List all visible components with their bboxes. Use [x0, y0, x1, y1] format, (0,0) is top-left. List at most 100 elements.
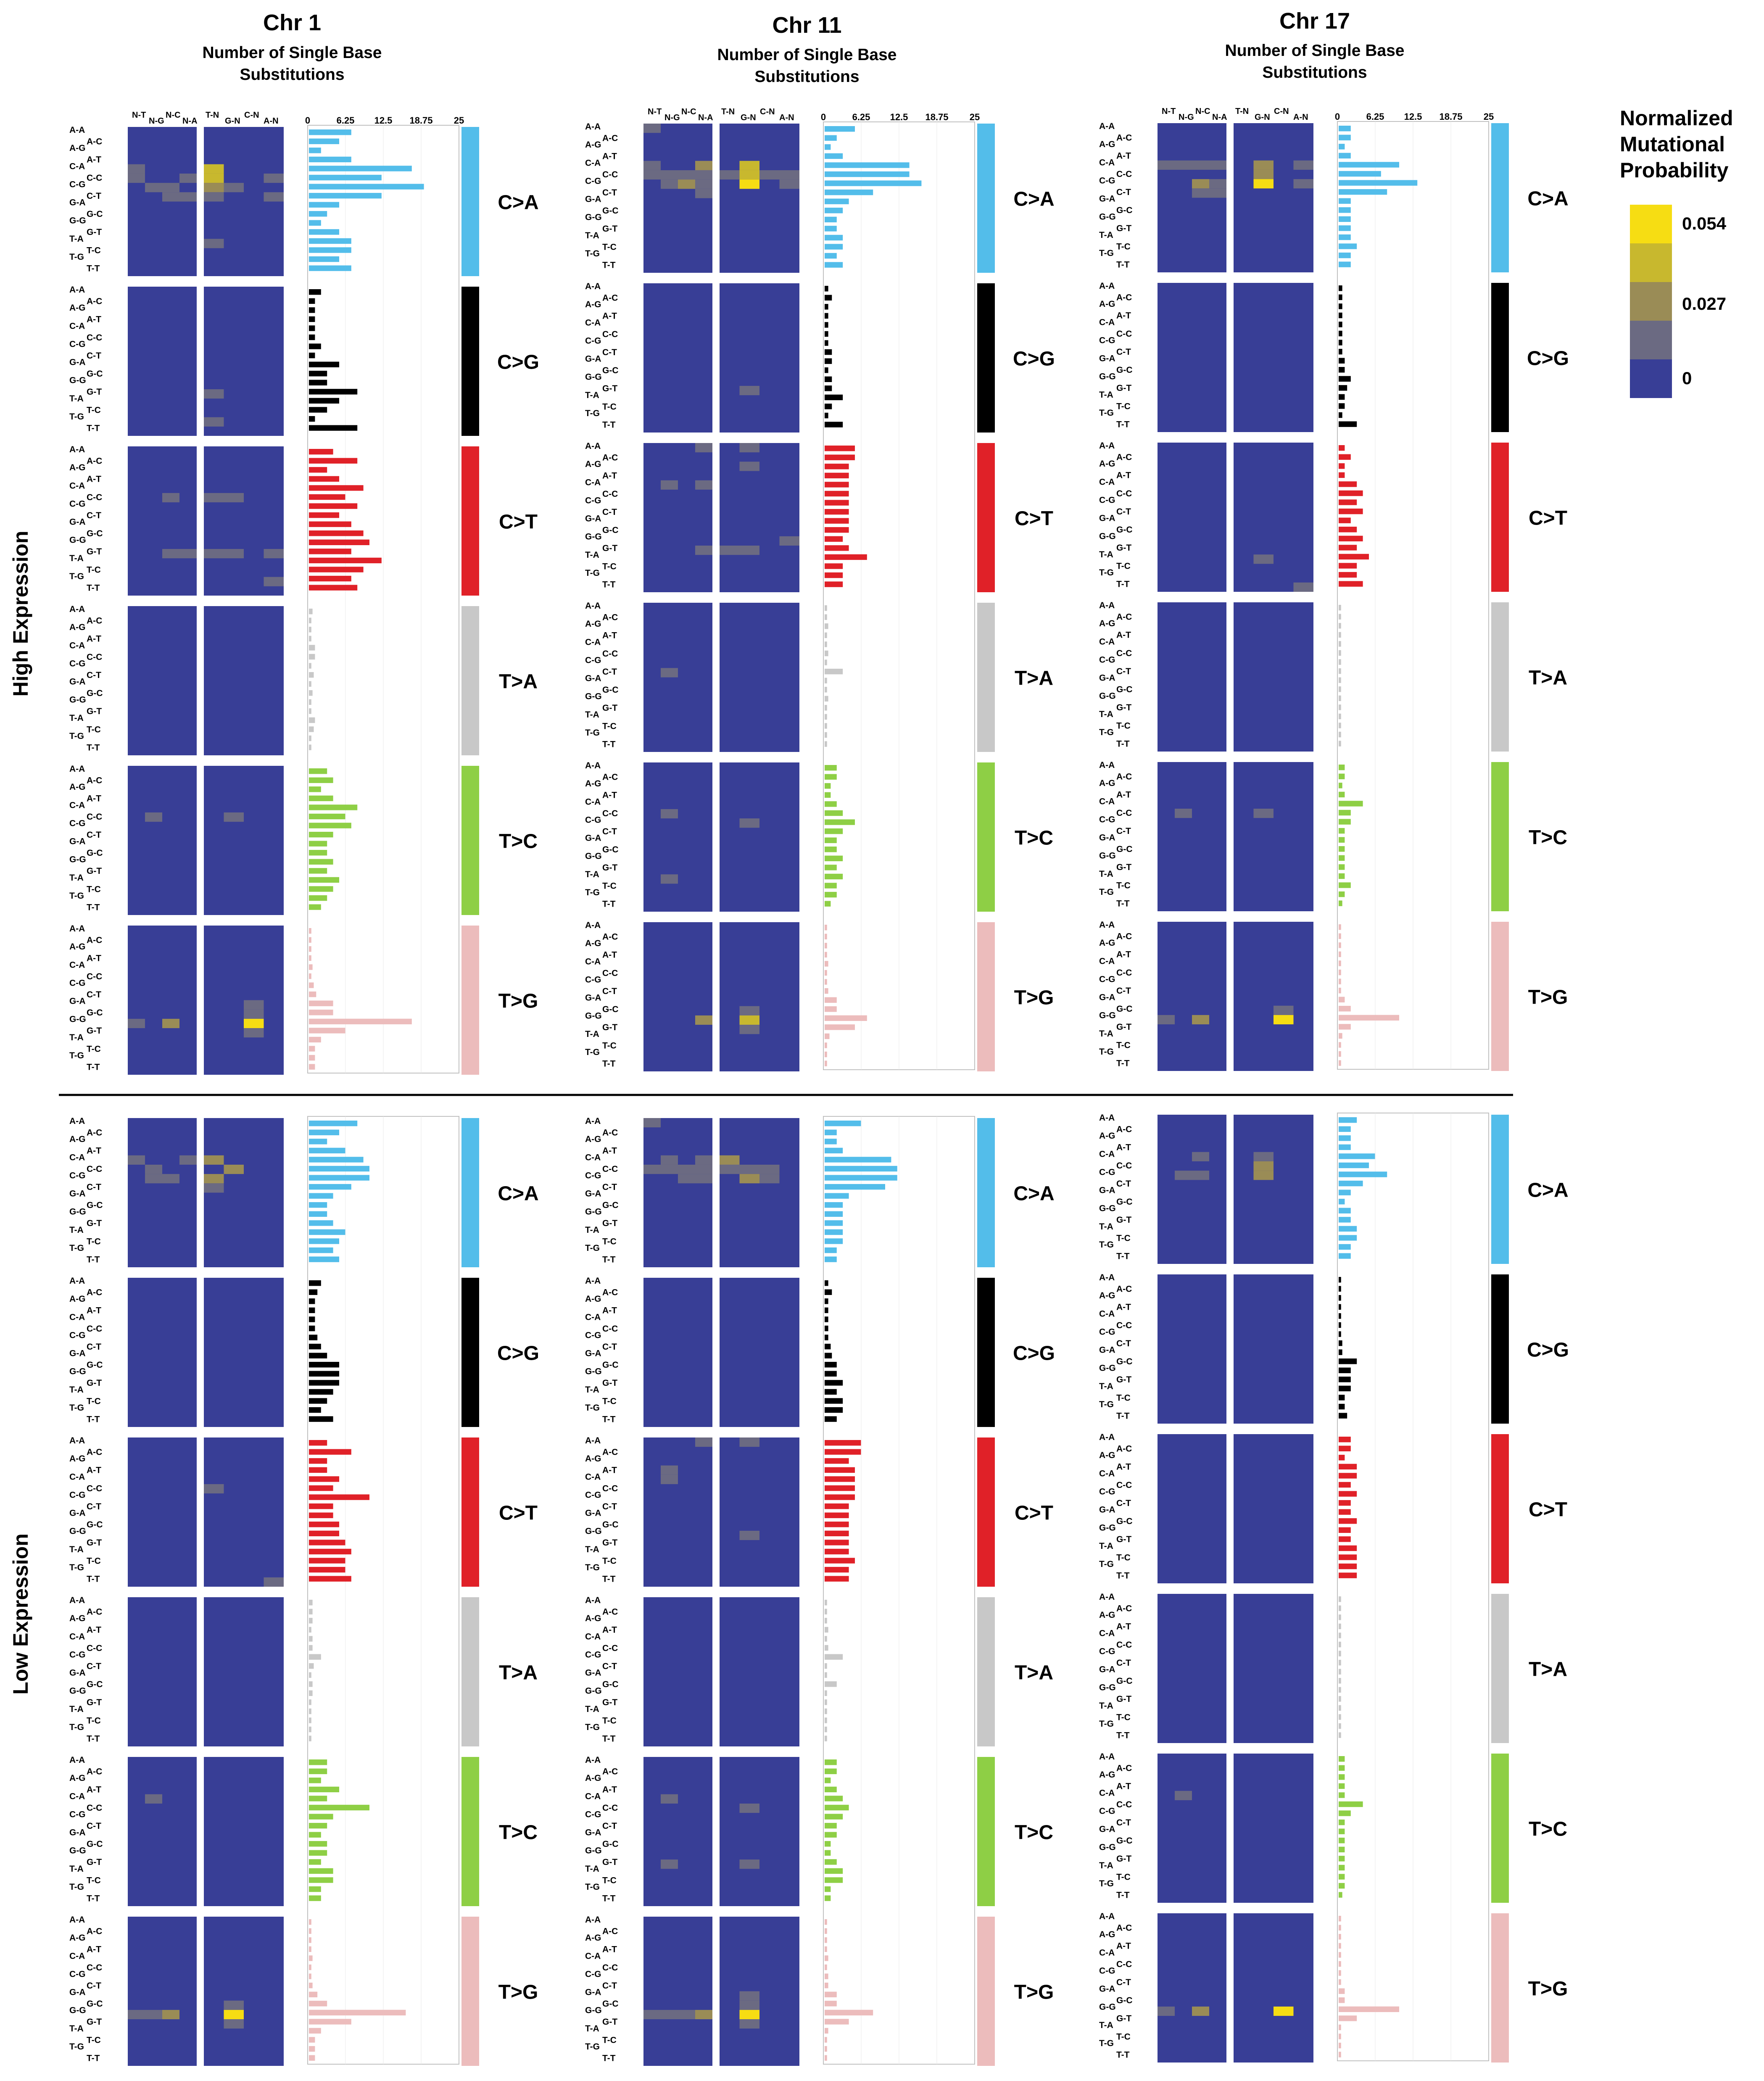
heatmap-col-label: C-N [1274, 107, 1289, 116]
bar [1339, 207, 1351, 213]
heatmap-row-label: G-C [87, 1008, 103, 1018]
legend-tick-zero: 0 [1682, 368, 1692, 388]
bar [1339, 330, 1342, 337]
heatmap-cell [739, 1859, 759, 1869]
heatmap-row-label: C-A [585, 637, 601, 647]
heatmap-row-label: T-A [69, 713, 84, 723]
heatmap-row-label: T-G [69, 731, 84, 741]
heatmap-row-label: G-G [69, 1015, 86, 1024]
heatmap-row-label: G-G [69, 1846, 86, 1856]
heatmap-row-label: A-G [585, 1454, 601, 1464]
bar [825, 235, 843, 241]
bar [309, 1558, 345, 1564]
heatmap-row-label: A-G [69, 1933, 86, 1943]
heatmap-cell [1253, 179, 1274, 189]
bar [1339, 581, 1363, 587]
heatmap-row-label: C-T [602, 188, 617, 198]
heatmap-row-label: C-G [69, 1330, 86, 1340]
heatmap-row-label: C-G [69, 1490, 86, 1500]
substitution-label: C>T [1015, 1502, 1053, 1524]
heatmap-cell [739, 1164, 759, 1174]
heatmap-row-label: G-G [1099, 1011, 1116, 1021]
bar [309, 343, 321, 349]
bar [1339, 846, 1345, 852]
bar [825, 1247, 837, 1253]
heatmap-cell [739, 386, 759, 396]
heatmap-row-label: C-C [1116, 1321, 1132, 1330]
heatmap-row-label: G-G [69, 1207, 86, 1217]
heatmap-cell [264, 549, 284, 559]
substitution-color-strip [461, 1917, 479, 2066]
heatmap-cell [1175, 1791, 1192, 1800]
bar [825, 1015, 867, 1021]
substitution-label: T>A [1529, 667, 1567, 689]
heatmap-row-label: G-A [69, 1668, 86, 1678]
heatmap-row-label: G-A [69, 1189, 86, 1199]
heatmap-cell [695, 1015, 712, 1025]
heatmap-row-label: G-A [69, 1509, 86, 1518]
heatmap-row-label: G-G [69, 216, 86, 226]
bar [825, 404, 832, 409]
bar [309, 708, 311, 714]
bar [309, 823, 351, 828]
bar [1339, 828, 1345, 834]
bar [1339, 1659, 1341, 1666]
bar [309, 1407, 321, 1413]
bar [1339, 723, 1341, 728]
heatmap-row-label: G-C [602, 525, 619, 535]
heatmap-row-label: G-C [602, 1005, 619, 1014]
heatmap-row-label: T-G [585, 888, 600, 897]
bar [825, 1407, 843, 1413]
heatmap-row-label: A-A [69, 1755, 85, 1765]
heatmap-col-label: T-N [1235, 107, 1249, 116]
heatmap-row-label: T-G [585, 1563, 600, 1572]
heatmap-row-label: T-T [602, 260, 616, 270]
heatmap-right [1234, 602, 1313, 752]
bar [1339, 563, 1357, 569]
heatmap-row-label: G-A [1099, 993, 1115, 1002]
heatmap-left [128, 1597, 197, 1746]
bar-axis-tick-label: 12.5 [890, 112, 908, 122]
heatmap-row-label: A-G [585, 779, 601, 789]
heatmap-row-label: T-A [1099, 1701, 1113, 1711]
heatmap-row-label: C-C [602, 489, 618, 499]
heatmap-left [128, 1118, 197, 1267]
bar [1339, 765, 1345, 770]
bar [1339, 2006, 1399, 2012]
bar [1339, 1614, 1341, 1620]
bar [309, 777, 333, 783]
heatmap-row-label: A-C [87, 1767, 102, 1777]
heatmap-row-label: C-C [602, 1164, 618, 1174]
heatmap-row-label: T-C [602, 1875, 617, 1885]
heatmap-cell [162, 2010, 179, 2020]
bar [1339, 731, 1341, 738]
bar [1339, 1518, 1357, 1524]
heatmap-cell [128, 2010, 145, 2020]
heatmap-right [720, 762, 799, 912]
bar [1339, 144, 1345, 150]
substitution-label: C>T [499, 1502, 538, 1524]
bar [825, 1928, 827, 1934]
bar [309, 530, 364, 536]
heatmap-row-label: A-A [585, 441, 601, 451]
heatmap-row-label: G-T [87, 1378, 102, 1388]
heatmap-row-label: G-C [602, 1680, 619, 1689]
heatmap-row-label: C-A [585, 477, 601, 487]
bar [309, 289, 321, 295]
bar [825, 1129, 837, 1135]
bar-axis-tick-label: 0 [821, 112, 826, 122]
heatmap-row-label: A-T [1116, 151, 1131, 161]
bar [1339, 2015, 1357, 2021]
heatmap-row-label: A-T [602, 950, 617, 960]
heatmap-row-label: A-T [602, 152, 617, 161]
heatmap-cell [244, 1000, 264, 1010]
bar [1339, 1970, 1341, 1976]
bar [1339, 1217, 1351, 1223]
bar [1339, 1961, 1341, 1967]
bar [309, 726, 314, 732]
bar [1339, 773, 1345, 779]
heatmap-cell [145, 1794, 162, 1804]
column-title-chr17: Chr 17 [1279, 8, 1350, 34]
heatmap-row-label: G-T [87, 1857, 102, 1867]
bar [825, 394, 843, 401]
